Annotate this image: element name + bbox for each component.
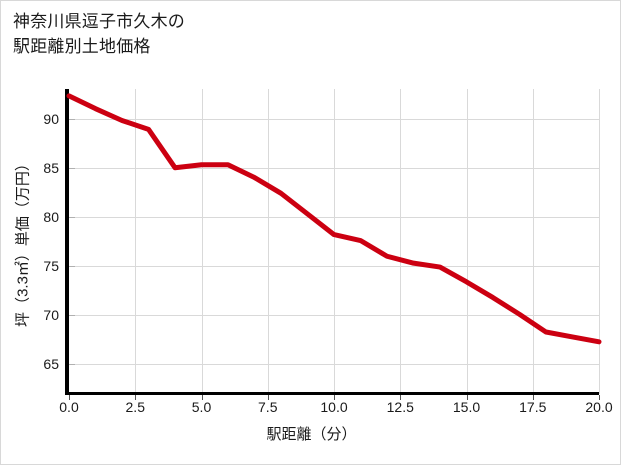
x-axis-spine [65, 392, 599, 395]
gridline-vertical [599, 89, 600, 394]
x-tick-label: 2.5 [125, 399, 145, 415]
y-axis-spine [65, 89, 69, 395]
y-tick-label: 80 [43, 208, 59, 225]
x-tick-label: 5.0 [191, 399, 212, 415]
x-tick-label: 7.5 [258, 399, 278, 415]
x-tick-mark [69, 395, 70, 400]
x-tick-label: 20.0 [585, 399, 613, 415]
x-tick-label: 10.0 [320, 399, 348, 415]
x-tick-mark [135, 395, 137, 400]
x-tick-mark [532, 395, 534, 400]
y-tick-label: 65 [43, 356, 59, 373]
x-tick-label: 15.0 [452, 399, 481, 415]
x-tick-mark [201, 395, 203, 400]
x-tick-mark [599, 395, 600, 400]
y-tick-mark [69, 266, 75, 268]
y-tick-mark [69, 118, 75, 120]
x-axis-label: 駅距離（分） [266, 426, 357, 443]
gridline-vertical [201, 89, 203, 394]
y-tick-mark [69, 216, 75, 218]
gridline-vertical [400, 89, 402, 394]
chart-title: 神奈川県逗子市久木の 駅距離別土地価格 [13, 12, 185, 56]
gridline-vertical [267, 89, 269, 394]
gridline-vertical [334, 89, 335, 394]
y-tick-label: 75 [43, 258, 59, 275]
plot-area [69, 89, 600, 394]
x-tick-mark [466, 395, 468, 400]
x-tick-mark [334, 395, 335, 400]
y-tick-label: 70 [43, 307, 59, 324]
y-tick-label: 85 [43, 159, 59, 176]
gridline-vertical [135, 89, 137, 394]
x-tick-mark [267, 395, 269, 400]
gridline-vertical [466, 89, 468, 394]
x-tick-label: 0.0 [59, 399, 79, 415]
gridline-vertical [532, 89, 534, 394]
y-tick-mark [69, 364, 75, 366]
y-axis-ticks: 65 70 75 80 85 90 [11, 1, 75, 466]
x-tick-mark [400, 395, 402, 400]
x-tick-label: 12.5 [386, 399, 414, 415]
y-tick-mark [69, 167, 75, 169]
y-tick-label: 90 [43, 110, 59, 127]
x-tick-label: 17.5 [519, 399, 547, 415]
y-tick-mark [69, 315, 75, 317]
